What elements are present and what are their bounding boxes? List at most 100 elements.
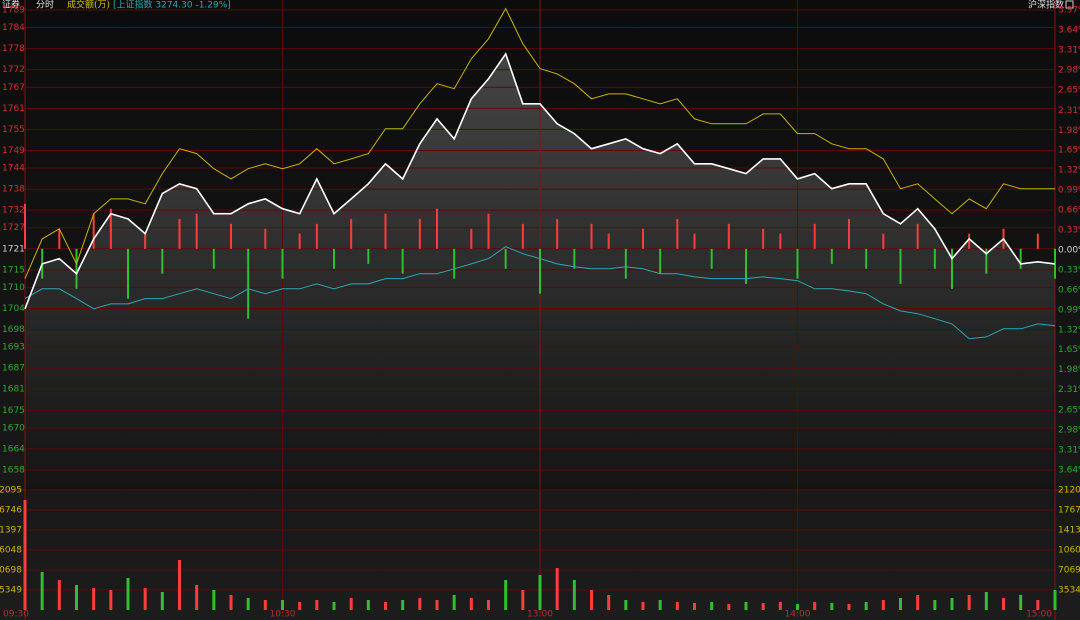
volume-bar — [178, 559, 181, 610]
y2-tick-label: 2.65% — [1058, 406, 1080, 416]
volume-bar — [916, 594, 920, 610]
volume-bar — [109, 590, 113, 610]
y2-tick-label: 1.32% — [1058, 325, 1080, 335]
volume-bar — [469, 598, 473, 610]
y-tick-label: 1767 — [2, 83, 25, 93]
change-bar — [1036, 233, 1039, 249]
y-tick-label: 1698 — [2, 325, 25, 335]
volume-bar — [143, 588, 147, 610]
volume-bar — [332, 601, 336, 610]
price-line — [24, 52, 1056, 310]
volume-bar — [487, 599, 490, 610]
y-tick-label: 1755 — [2, 125, 25, 135]
y2-tick-label: 141397 — [1058, 525, 1080, 535]
volume-bar — [418, 598, 422, 610]
volume-bar — [298, 601, 302, 610]
market-switch[interactable]: 沪深指数 — [1028, 0, 1064, 11]
volume-bar — [761, 603, 765, 610]
y-tick-label: 1675 — [2, 406, 25, 416]
change-bar — [745, 248, 747, 284]
volume-bar — [933, 599, 937, 610]
change-bar — [813, 223, 816, 249]
volume-bar — [281, 599, 284, 610]
volume-bar — [864, 601, 868, 610]
change-bar — [127, 248, 129, 299]
change-bar — [144, 233, 147, 249]
volume-bar — [881, 599, 885, 610]
y-tick-label: 1687 — [2, 364, 25, 374]
y2-tick-label: 3.64% — [1058, 25, 1080, 35]
change-bar — [436, 208, 438, 249]
change-bar — [985, 248, 988, 274]
change-bar — [590, 223, 593, 249]
change-bar — [693, 233, 696, 249]
volume-bar — [1036, 599, 1040, 610]
change-bar — [642, 228, 644, 249]
change-bar — [178, 218, 181, 249]
y2-tick-label: 212095 — [1058, 486, 1080, 496]
change-bar — [899, 248, 902, 284]
change-bar — [470, 228, 473, 249]
volume-bar — [830, 603, 834, 610]
volume-bar — [847, 603, 851, 610]
y-tick-label: 1658 — [2, 466, 25, 476]
y-tick-label: 1778 — [2, 44, 25, 54]
volume-bar — [126, 578, 130, 610]
change-bar — [109, 208, 112, 249]
change-bar — [504, 248, 507, 269]
change-bar — [418, 218, 421, 249]
change-bar — [333, 248, 335, 269]
y2-tick-label: 2.65% — [1058, 85, 1080, 95]
y2-tick-label: 70698 — [1058, 566, 1080, 576]
change-bar — [933, 248, 936, 269]
y-tick-label: 1693 — [2, 343, 25, 353]
change-bar — [659, 248, 662, 274]
change-bar — [92, 213, 95, 249]
y2-tick-label: 3.64% — [1058, 466, 1080, 476]
y-tick-label: 1789 — [2, 6, 25, 16]
y2-tick-label: 2.31% — [1058, 385, 1080, 395]
y-tick-label: 1664 — [2, 444, 25, 454]
volume-bar — [452, 594, 456, 610]
change-bar — [573, 248, 576, 269]
volume-bar — [967, 594, 971, 610]
change-bar — [264, 228, 267, 249]
y-tick-label: 141397 — [0, 525, 22, 535]
volume-bar — [229, 594, 233, 610]
volume-bar — [349, 598, 353, 610]
y-tick-label: 35349 — [0, 586, 22, 596]
change-bar — [607, 233, 610, 249]
change-bar — [298, 233, 301, 249]
y2-tick-label: 0.66% — [1058, 285, 1080, 295]
volume-bar — [57, 579, 61, 610]
y-tick-label: 1732 — [2, 206, 25, 216]
y-tick-label: 212095 — [0, 486, 22, 496]
change-bar — [315, 223, 318, 249]
y2-tick-label: 35349 — [1058, 586, 1080, 596]
change-bar — [830, 248, 833, 264]
y2-tick-label: 106048 — [1058, 545, 1080, 555]
volume-bar — [212, 590, 216, 610]
change-bar — [624, 248, 627, 279]
volume-bar — [23, 500, 27, 610]
change-bar — [453, 248, 456, 279]
change-bar — [916, 223, 919, 249]
y2-tick-label: 1.65% — [1058, 146, 1080, 156]
change-bar — [230, 223, 232, 249]
change-bar — [865, 248, 868, 269]
change-bar — [882, 233, 885, 249]
change-bar — [710, 248, 713, 269]
y-tick-label: 1721 — [2, 244, 25, 254]
volume-bar — [727, 603, 731, 610]
y-tick-label: 1710 — [2, 283, 25, 293]
change-bar — [58, 228, 61, 249]
y-tick-label: 1704 — [2, 304, 25, 314]
market-icon[interactable] — [1065, 0, 1074, 9]
change-bar — [401, 248, 404, 274]
volume-bar — [607, 594, 611, 610]
change-bar — [539, 248, 541, 294]
change-bar — [195, 213, 198, 249]
change-bar — [1019, 248, 1022, 269]
volume-bar — [984, 592, 988, 610]
